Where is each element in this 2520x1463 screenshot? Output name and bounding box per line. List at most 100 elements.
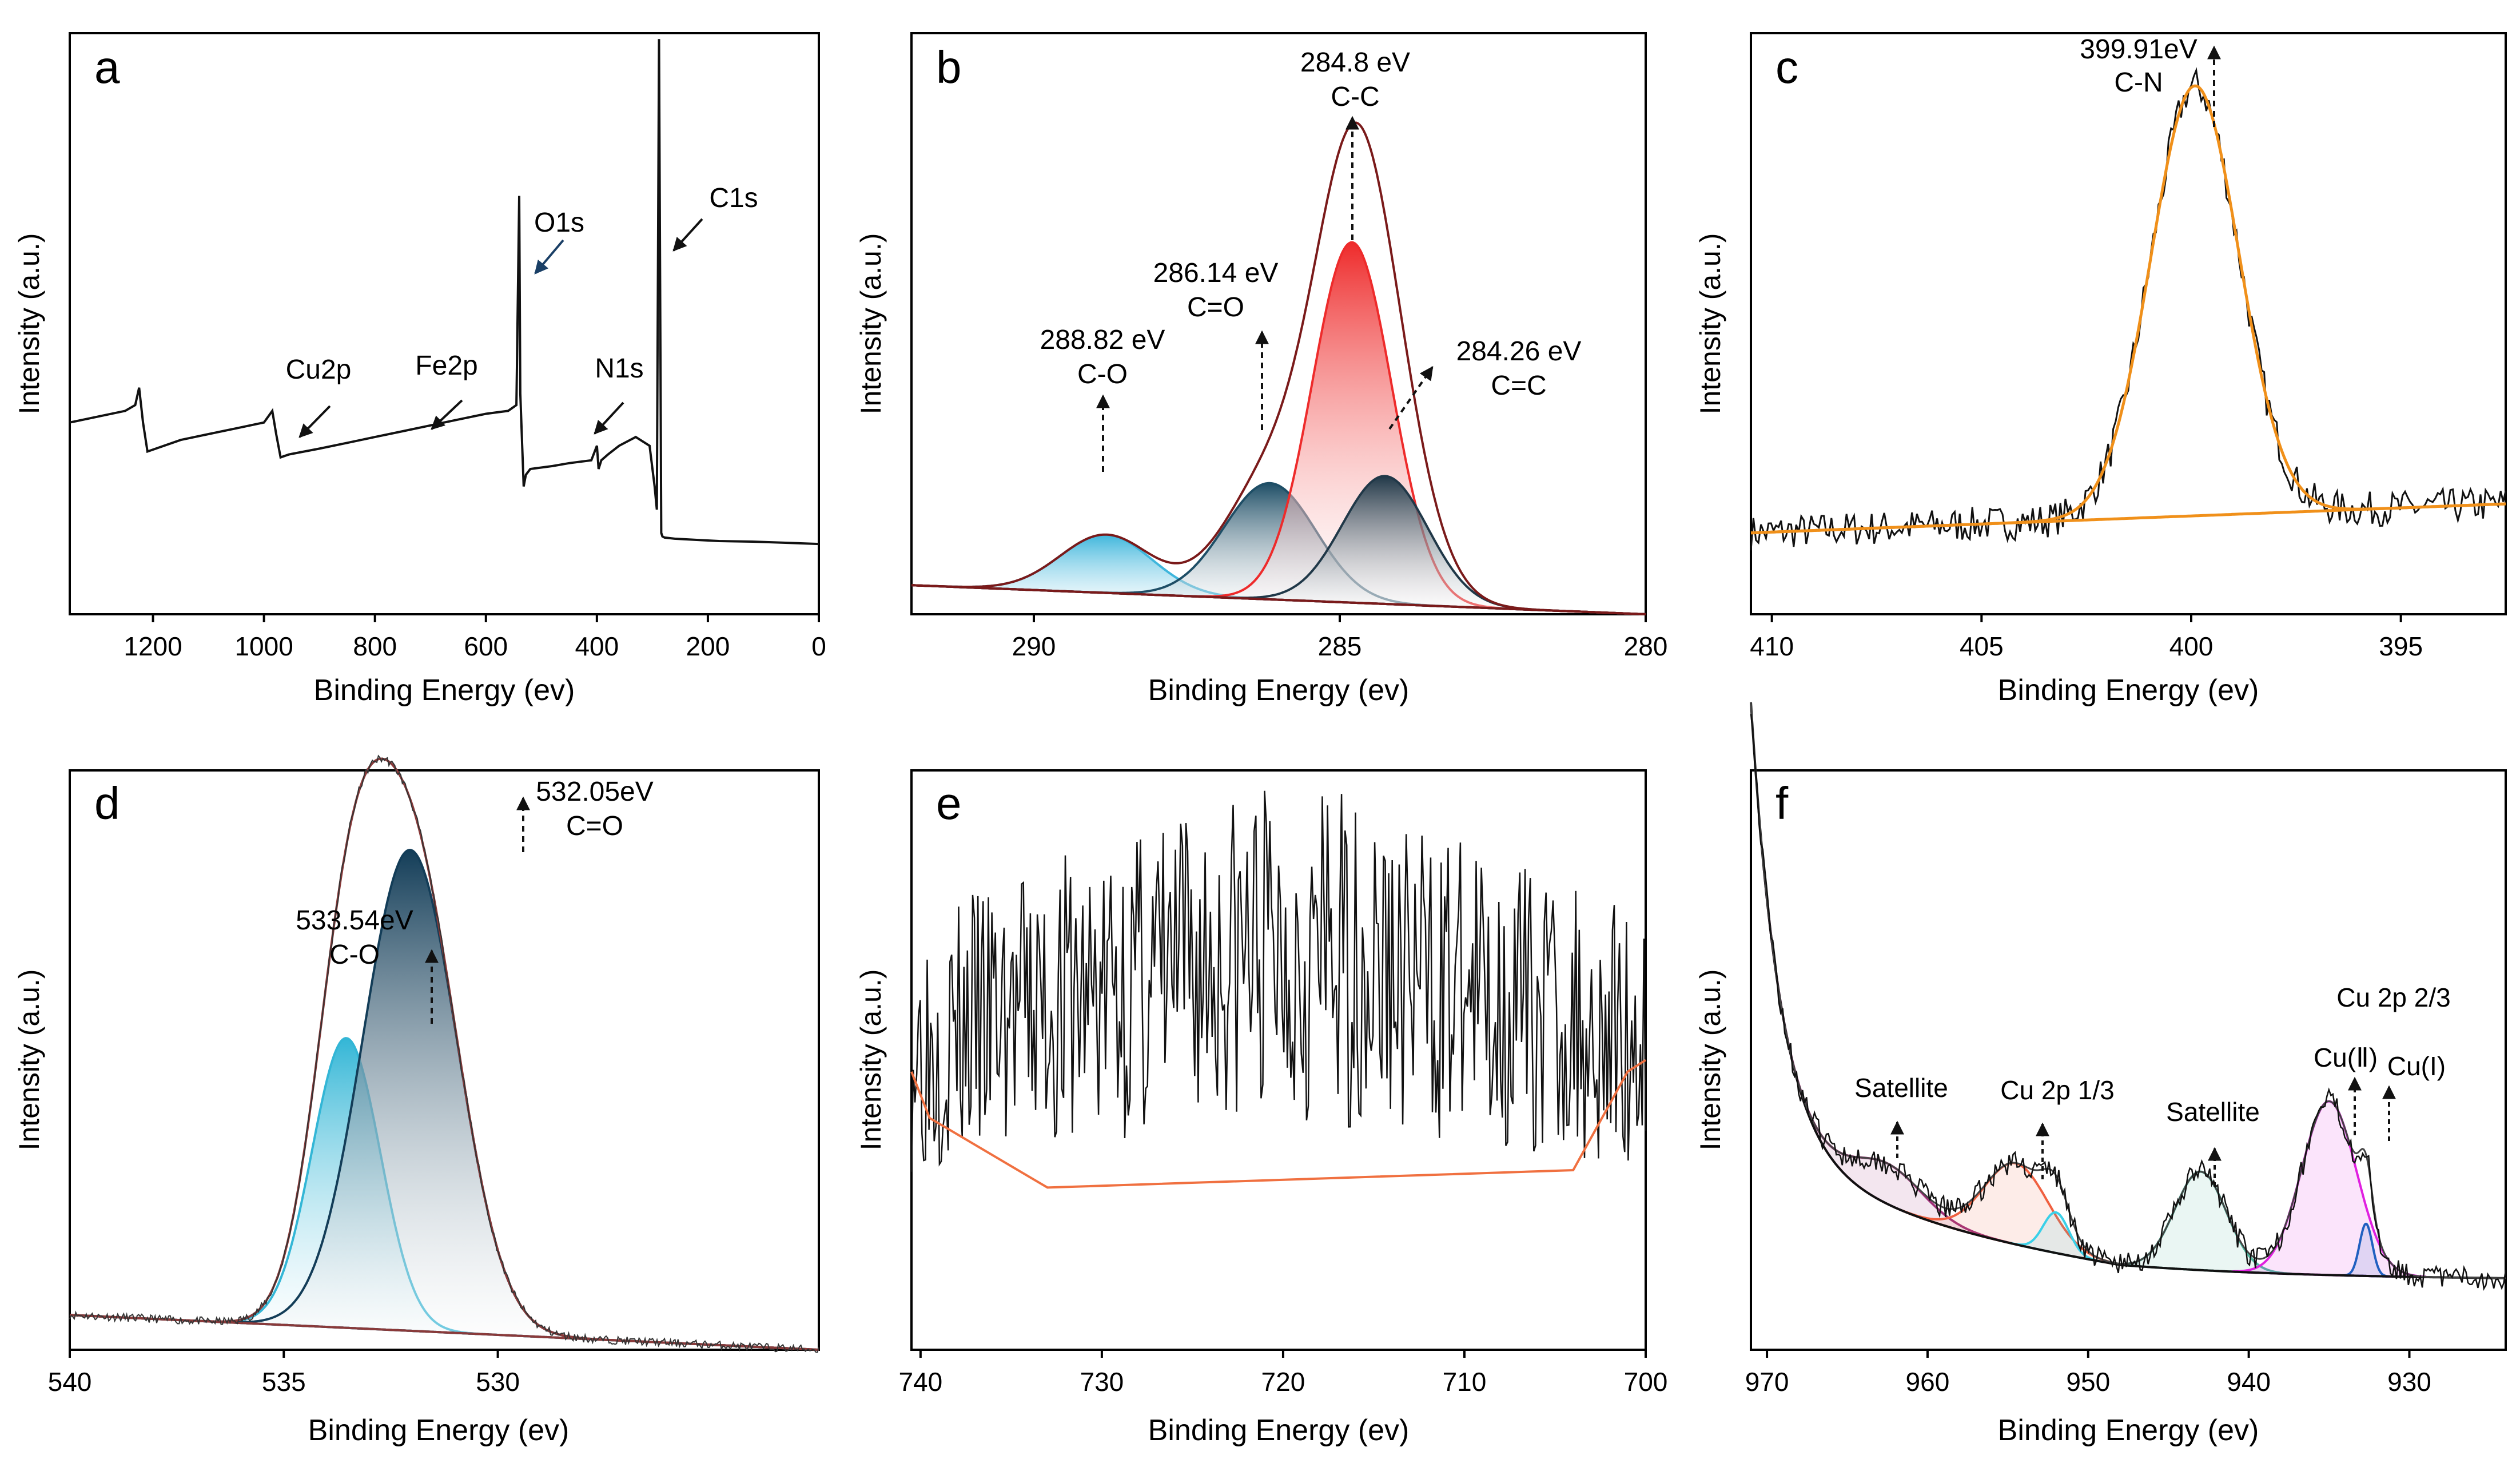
annotations: 284.8 eV C-C 286.14 eV C=O 288.82 eV C-O… bbox=[1040, 47, 1582, 472]
x-tick-label: 950 bbox=[2066, 1367, 2110, 1397]
peak-species-cc: C-C bbox=[1331, 82, 1379, 112]
peak-energy-cc: 284.8 eV bbox=[1300, 47, 1410, 78]
x-tick-label: 540 bbox=[48, 1367, 92, 1397]
peak-energy-c2o: 532.05eV bbox=[536, 777, 654, 807]
x-tick-label: 200 bbox=[686, 631, 730, 661]
arrow-n1s bbox=[594, 401, 624, 435]
x-tick-label: 970 bbox=[1745, 1367, 1789, 1397]
plot-frame bbox=[69, 32, 820, 615]
x-ticks: 410 405 400 395 bbox=[1750, 614, 2423, 661]
peak-energy-c2o: 286.14 eV bbox=[1153, 258, 1279, 288]
annotations: 532.05eV C=O 533.54eV C-O bbox=[296, 777, 654, 1024]
panel-label: b bbox=[936, 42, 962, 93]
series bbox=[1750, 702, 2507, 1291]
peak-area bbox=[911, 241, 1646, 615]
series bbox=[1750, 67, 2507, 551]
y-axis-label: Intensity (a.u.) bbox=[855, 969, 887, 1151]
panel-label: e bbox=[936, 778, 962, 829]
raw-line bbox=[1750, 67, 2507, 551]
series bbox=[69, 39, 819, 546]
x-tick-label: 400 bbox=[575, 631, 619, 661]
panel-a: a Intensity (a.u.) Binding Energy (ev) 1… bbox=[13, 32, 826, 707]
peak-energy-co: 533.54eV bbox=[296, 905, 413, 936]
baseline-line bbox=[910, 1059, 1647, 1189]
x-ticks: 740 730 720 710 700 bbox=[898, 1350, 1667, 1397]
plot-frame bbox=[1750, 769, 2507, 1351]
peak-energy-cn: 399.91eV bbox=[2080, 34, 2197, 65]
arrow-c1s bbox=[672, 218, 703, 252]
annotations: O1s C1s Cu2p Fe2p N1s bbox=[286, 183, 758, 438]
x-tick-label: 285 bbox=[1318, 631, 1362, 661]
x-axis-label: Binding Energy (ev) bbox=[1998, 674, 2259, 707]
label-cu2: Cu(Ⅱ) bbox=[2314, 1043, 2378, 1072]
raw-line bbox=[910, 790, 1647, 1172]
annotations: 399.91eV C-N bbox=[2080, 34, 2221, 127]
peak-label-o1s: O1s bbox=[534, 208, 584, 238]
x-ticks: 540 535 530 bbox=[48, 1350, 520, 1397]
panel-label: a bbox=[94, 42, 120, 93]
peak-label-fe2p: Fe2p bbox=[415, 351, 477, 381]
x-tick-label: 290 bbox=[1012, 631, 1056, 661]
peak-species-c2o: C=O bbox=[566, 811, 623, 841]
x-tick-label: 800 bbox=[353, 631, 397, 661]
survey-line bbox=[69, 39, 819, 546]
panel-c: c Intensity (a.u.) Binding Energy (ev) 4… bbox=[1694, 32, 2507, 707]
series bbox=[911, 121, 1646, 615]
series bbox=[910, 790, 1647, 1189]
x-tick-label: 1000 bbox=[234, 631, 293, 661]
x-ticks: 970 960 950 940 930 bbox=[1745, 1350, 2431, 1397]
x-axis-label: Binding Energy (ev) bbox=[1998, 1414, 2259, 1447]
x-tick-label: 410 bbox=[1750, 631, 1794, 661]
peak-energy-c2c: 284.26 eV bbox=[1456, 336, 1582, 367]
label-cu2p23: Cu 2p 2/3 bbox=[2336, 983, 2450, 1012]
panel-e: e Intensity (a.u.) Binding Energy (ev) 7… bbox=[855, 769, 1667, 1447]
peak-area bbox=[1762, 868, 2012, 1245]
y-axis-label: Intensity (a.u.) bbox=[1694, 233, 1726, 415]
envelope-line bbox=[911, 121, 1646, 615]
x-tick-label: 530 bbox=[476, 1367, 520, 1397]
label-satellite-2: Satellite bbox=[2166, 1097, 2260, 1127]
series bbox=[69, 754, 819, 1353]
plot-frame bbox=[910, 769, 1647, 1351]
raw-line bbox=[1750, 714, 2507, 1291]
x-tick-label: 280 bbox=[1624, 631, 1668, 661]
plot-frame bbox=[69, 769, 820, 1351]
peak-area bbox=[2232, 1100, 2426, 1278]
x-tick-label: 395 bbox=[2379, 631, 2423, 661]
y-axis-label: Intensity (a.u.) bbox=[13, 969, 45, 1151]
peak-species-co: C-O bbox=[329, 940, 380, 970]
label-cu2p13: Cu 2p 1/3 bbox=[2000, 1075, 2114, 1105]
y-axis-label: Intensity (a.u.) bbox=[1694, 969, 1726, 1151]
panel-label: f bbox=[1775, 778, 1789, 829]
fit-line bbox=[1750, 84, 2506, 535]
x-tick-label: 730 bbox=[1080, 1367, 1124, 1397]
annotations: Satellite Cu 2p 1/3 Satellite Cu 2p 2/3 … bbox=[1854, 983, 2451, 1187]
x-tick-label: 600 bbox=[464, 631, 508, 661]
x-tick-label: 720 bbox=[1261, 1367, 1305, 1397]
x-tick-label: 930 bbox=[2387, 1367, 2431, 1397]
x-ticks: 290 285 280 bbox=[1012, 614, 1668, 661]
x-axis-label: Binding Energy (ev) bbox=[308, 1414, 570, 1447]
arrow-c2c bbox=[1388, 366, 1434, 430]
x-tick-label: 940 bbox=[2227, 1367, 2271, 1397]
background-line bbox=[1750, 702, 2506, 1279]
x-tick-label: 0 bbox=[811, 631, 826, 661]
x-tick-label: 710 bbox=[1443, 1367, 1487, 1397]
peak-area bbox=[69, 848, 819, 1351]
arrow-o1s bbox=[534, 239, 564, 275]
y-axis-label: Intensity (a.u.) bbox=[13, 233, 45, 415]
peak-label-c1s: C1s bbox=[709, 183, 758, 213]
panel-b: b Intensity (a.u.) Binding Energy (ev) 2… bbox=[855, 32, 1668, 707]
x-axis-label: Binding Energy (ev) bbox=[1148, 674, 1410, 707]
plot-frame bbox=[910, 32, 1647, 615]
peak-energy-co: 288.82 eV bbox=[1040, 325, 1165, 355]
x-axis-label: Binding Energy (ev) bbox=[314, 674, 575, 707]
arrow-cu2p bbox=[298, 405, 331, 438]
peak-label-cu2p: Cu2p bbox=[286, 355, 352, 385]
peak-label-n1s: N1s bbox=[595, 353, 643, 384]
x-tick-label: 960 bbox=[1906, 1367, 1950, 1397]
x-tick-label: 535 bbox=[262, 1367, 306, 1397]
x-ticks: 1200 1000 800 600 400 200 0 bbox=[124, 614, 826, 661]
x-tick-label: 405 bbox=[1960, 631, 2004, 661]
